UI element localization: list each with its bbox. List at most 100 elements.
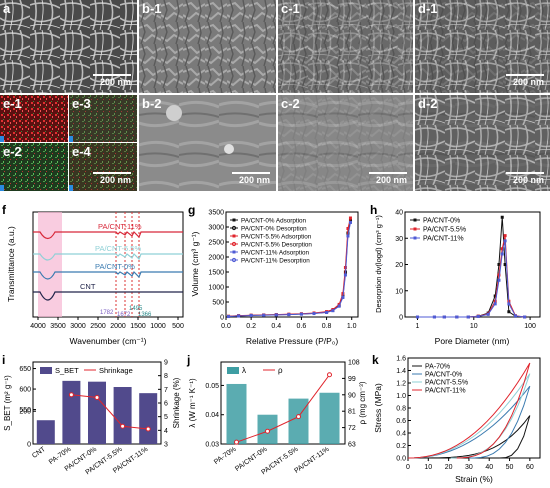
legend-label: PA/CNT-11% bbox=[423, 236, 464, 243]
chart-h-pore: h 0 10 20 30 40 1 10 100 PA/CNT-0% PA/CNT-5.5% PA/… bbox=[370, 203, 541, 346]
y-tick-label: 10 bbox=[395, 288, 403, 295]
x-tick-label: 3000 bbox=[70, 323, 86, 330]
data-point bbox=[466, 315, 470, 319]
y-tick-label: 1.2 bbox=[396, 381, 406, 388]
y2-tick-label: 108 bbox=[348, 360, 360, 367]
bar-0 bbox=[36, 420, 55, 444]
legend-label-lambda: λ bbox=[242, 366, 246, 375]
x-tick-label: 30 bbox=[465, 464, 473, 471]
data-point bbox=[497, 278, 501, 282]
x-tick-label: 4000 bbox=[30, 323, 46, 330]
category-label: PA/CNT-11% bbox=[293, 446, 330, 475]
rho-point bbox=[265, 428, 270, 434]
x-tick-label: 10 bbox=[470, 323, 478, 330]
bar-2 bbox=[288, 398, 309, 444]
x-axis-label: Strain (%) bbox=[455, 474, 493, 484]
data-point bbox=[346, 234, 350, 238]
y-tick-label: 1000 bbox=[208, 285, 224, 292]
data-point bbox=[486, 312, 490, 316]
y2-tick-label: 5 bbox=[164, 414, 168, 421]
sem-panel-c2: c-2 200 nm bbox=[278, 95, 413, 191]
panel-label-a: a bbox=[3, 1, 11, 16]
panel-label-c1: c-1 bbox=[281, 1, 300, 16]
data-point bbox=[507, 302, 511, 306]
panel-label-e4: e-4 bbox=[72, 144, 91, 159]
sem-panel-a: a 200 nm bbox=[0, 0, 137, 93]
series-curve-cnt bbox=[33, 291, 183, 301]
stress-curve-2 bbox=[407, 373, 531, 459]
category-label: PA-70% bbox=[213, 446, 238, 466]
data-point bbox=[343, 273, 347, 277]
panel-label-c2: c-2 bbox=[281, 96, 300, 111]
y-tick-label: 0.03 bbox=[205, 442, 219, 449]
y-tick-label: 1.6 bbox=[396, 356, 406, 363]
data-point bbox=[337, 302, 341, 306]
legend-label: PA/CNT-5.5% Desorption bbox=[241, 242, 312, 249]
x-tick-label: 3500 bbox=[50, 323, 66, 330]
y-tick-label: 600 bbox=[19, 387, 31, 394]
y2-axis-label: Shrinkage (%) bbox=[172, 377, 181, 428]
y-tick-label: 2500 bbox=[208, 240, 224, 247]
x-axis-label: Pore Diameter (nm) bbox=[435, 336, 510, 346]
y-tick-label: 500 bbox=[212, 300, 224, 307]
x-tick-label: 0 bbox=[406, 464, 410, 471]
x-tick-label: 2500 bbox=[90, 323, 106, 330]
series-curve-pa-cnt-11 bbox=[33, 230, 183, 240]
data-point bbox=[227, 315, 231, 319]
shrinkage-point bbox=[94, 395, 100, 401]
chart-g-isotherm: g 0 500 1000 1500 2000 2500 3000 3500 0.0 0.2 0.4 0… bbox=[188, 203, 359, 346]
x-axis-label: Wavenumber (cm⁻¹) bbox=[70, 336, 147, 346]
data-point bbox=[513, 314, 517, 318]
panel-label-b1: b-1 bbox=[142, 1, 162, 16]
data-point bbox=[348, 216, 352, 220]
legend-label: PA/CNT-0% bbox=[423, 218, 460, 225]
y-tick-label: 1.4 bbox=[396, 368, 406, 375]
y-tick-label: 650 bbox=[19, 366, 31, 373]
y-tick-label: 0 bbox=[399, 315, 403, 322]
data-point bbox=[476, 314, 480, 318]
x-tick-label: 1500 bbox=[130, 323, 146, 330]
data-point bbox=[500, 247, 504, 251]
panel-label-e2: e-2 bbox=[3, 144, 22, 159]
y2-tick-label: 99 bbox=[348, 376, 356, 383]
legend-label-pa-cnt-11: PA/CNT-11% bbox=[98, 222, 142, 231]
scale-bar: 200 nm bbox=[232, 172, 270, 185]
x-tick-label: 1.0 bbox=[347, 323, 357, 330]
y-tick-label: 1.0 bbox=[396, 393, 406, 400]
plot-frame bbox=[32, 211, 184, 318]
edx-panel-e4: e-4 200 nm bbox=[69, 143, 137, 191]
bar-3 bbox=[319, 392, 340, 444]
bar-1 bbox=[62, 380, 81, 444]
legend-label: PA/CNT-0% Desorption bbox=[241, 226, 307, 233]
rho-point bbox=[234, 439, 239, 445]
data-point bbox=[493, 294, 497, 298]
series-curve-pa-cnt-5.5 bbox=[33, 252, 183, 261]
y-tick-label: 30 bbox=[395, 236, 403, 243]
y-tick-label: 0.0 bbox=[396, 456, 406, 463]
y2-tick-label: 9 bbox=[164, 360, 168, 367]
y2-tick-label: 63 bbox=[348, 442, 356, 449]
data-point bbox=[500, 252, 504, 256]
panel-label-d1: d-1 bbox=[418, 1, 438, 16]
annotation-1495: 1495 bbox=[129, 306, 143, 312]
chart-k-stress-strain: k 0.0 0.2 0.4 0.6 0.8 1.0 1.2 1.4 1.6 0 10 20 30 40 50… bbox=[372, 353, 541, 484]
bar-0 bbox=[226, 383, 247, 444]
bar-3 bbox=[113, 387, 132, 444]
data-point bbox=[331, 309, 335, 313]
y-tick-label: 550 bbox=[19, 407, 31, 414]
legend-marker bbox=[231, 241, 237, 247]
legend-label: PA/CNT-5.5% bbox=[425, 380, 468, 387]
legend-label: PA-70% bbox=[425, 364, 450, 371]
rho-point bbox=[327, 372, 332, 378]
legend-swatch-sbet bbox=[40, 367, 52, 374]
x-tick-label: 50 bbox=[506, 464, 514, 471]
legend-marker bbox=[413, 236, 417, 240]
y-axis-label: Desorption dv(logd) (cm³ g⁻¹) bbox=[374, 215, 383, 313]
y-tick-label: 0.4 bbox=[396, 431, 406, 438]
y2-tick-label: 90 bbox=[348, 392, 356, 399]
y-tick-label: 3500 bbox=[208, 210, 224, 217]
plot-frame bbox=[220, 361, 346, 445]
y-tick-label: 0 bbox=[220, 315, 224, 322]
scale-bar: 200 nm bbox=[506, 172, 544, 185]
